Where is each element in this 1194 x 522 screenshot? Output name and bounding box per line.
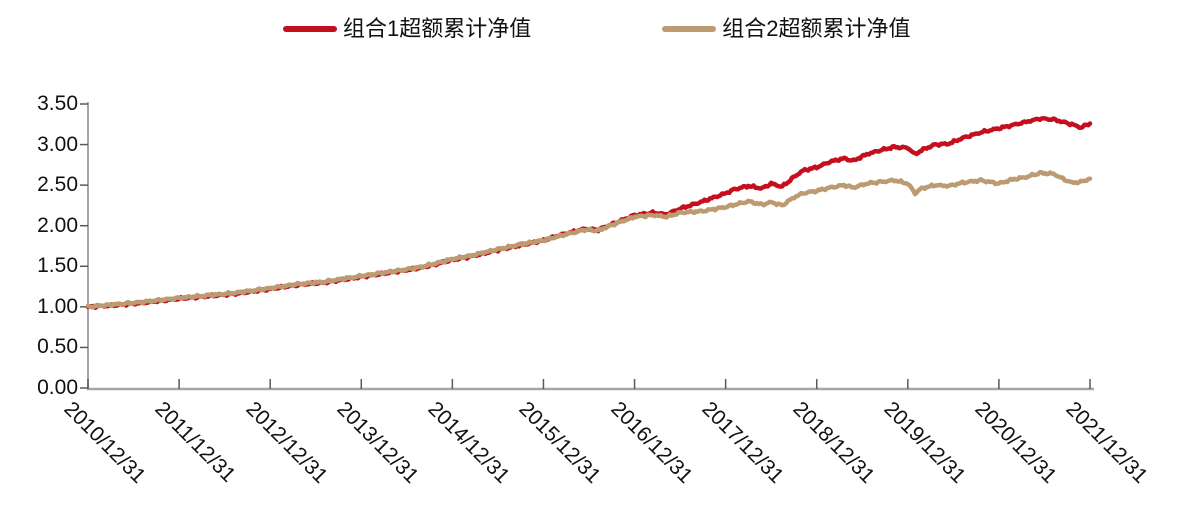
y-axis-label: 0.50 [37, 335, 78, 359]
y-axis-label: 2.50 [37, 173, 78, 197]
series1-line-swatch [283, 26, 337, 32]
y-axis-label: 1.50 [37, 254, 78, 278]
y-axis-label: 3.50 [37, 92, 78, 115]
chart-legend: 组合1超额累计净值 组合2超额累计净值 [283, 16, 911, 42]
y-axis-label: 0.00 [37, 376, 78, 399]
series-line-1 [85, 116, 1093, 310]
legend-label-series2: 组合2超额累计净值 [722, 16, 911, 41]
y-axis-label: 2.00 [37, 213, 78, 237]
series-line-2 [85, 169, 1093, 310]
y-axis-label: 1.00 [37, 294, 78, 318]
legend-label-series1: 组合1超额累计净值 [343, 16, 532, 41]
legend-item-series1: 组合1超额累计净值 [283, 16, 531, 42]
series2-line-swatch [662, 26, 717, 32]
legend-item-series2: 组合2超额累计净值 [662, 16, 911, 42]
y-axis-label: 3.00 [37, 132, 78, 156]
